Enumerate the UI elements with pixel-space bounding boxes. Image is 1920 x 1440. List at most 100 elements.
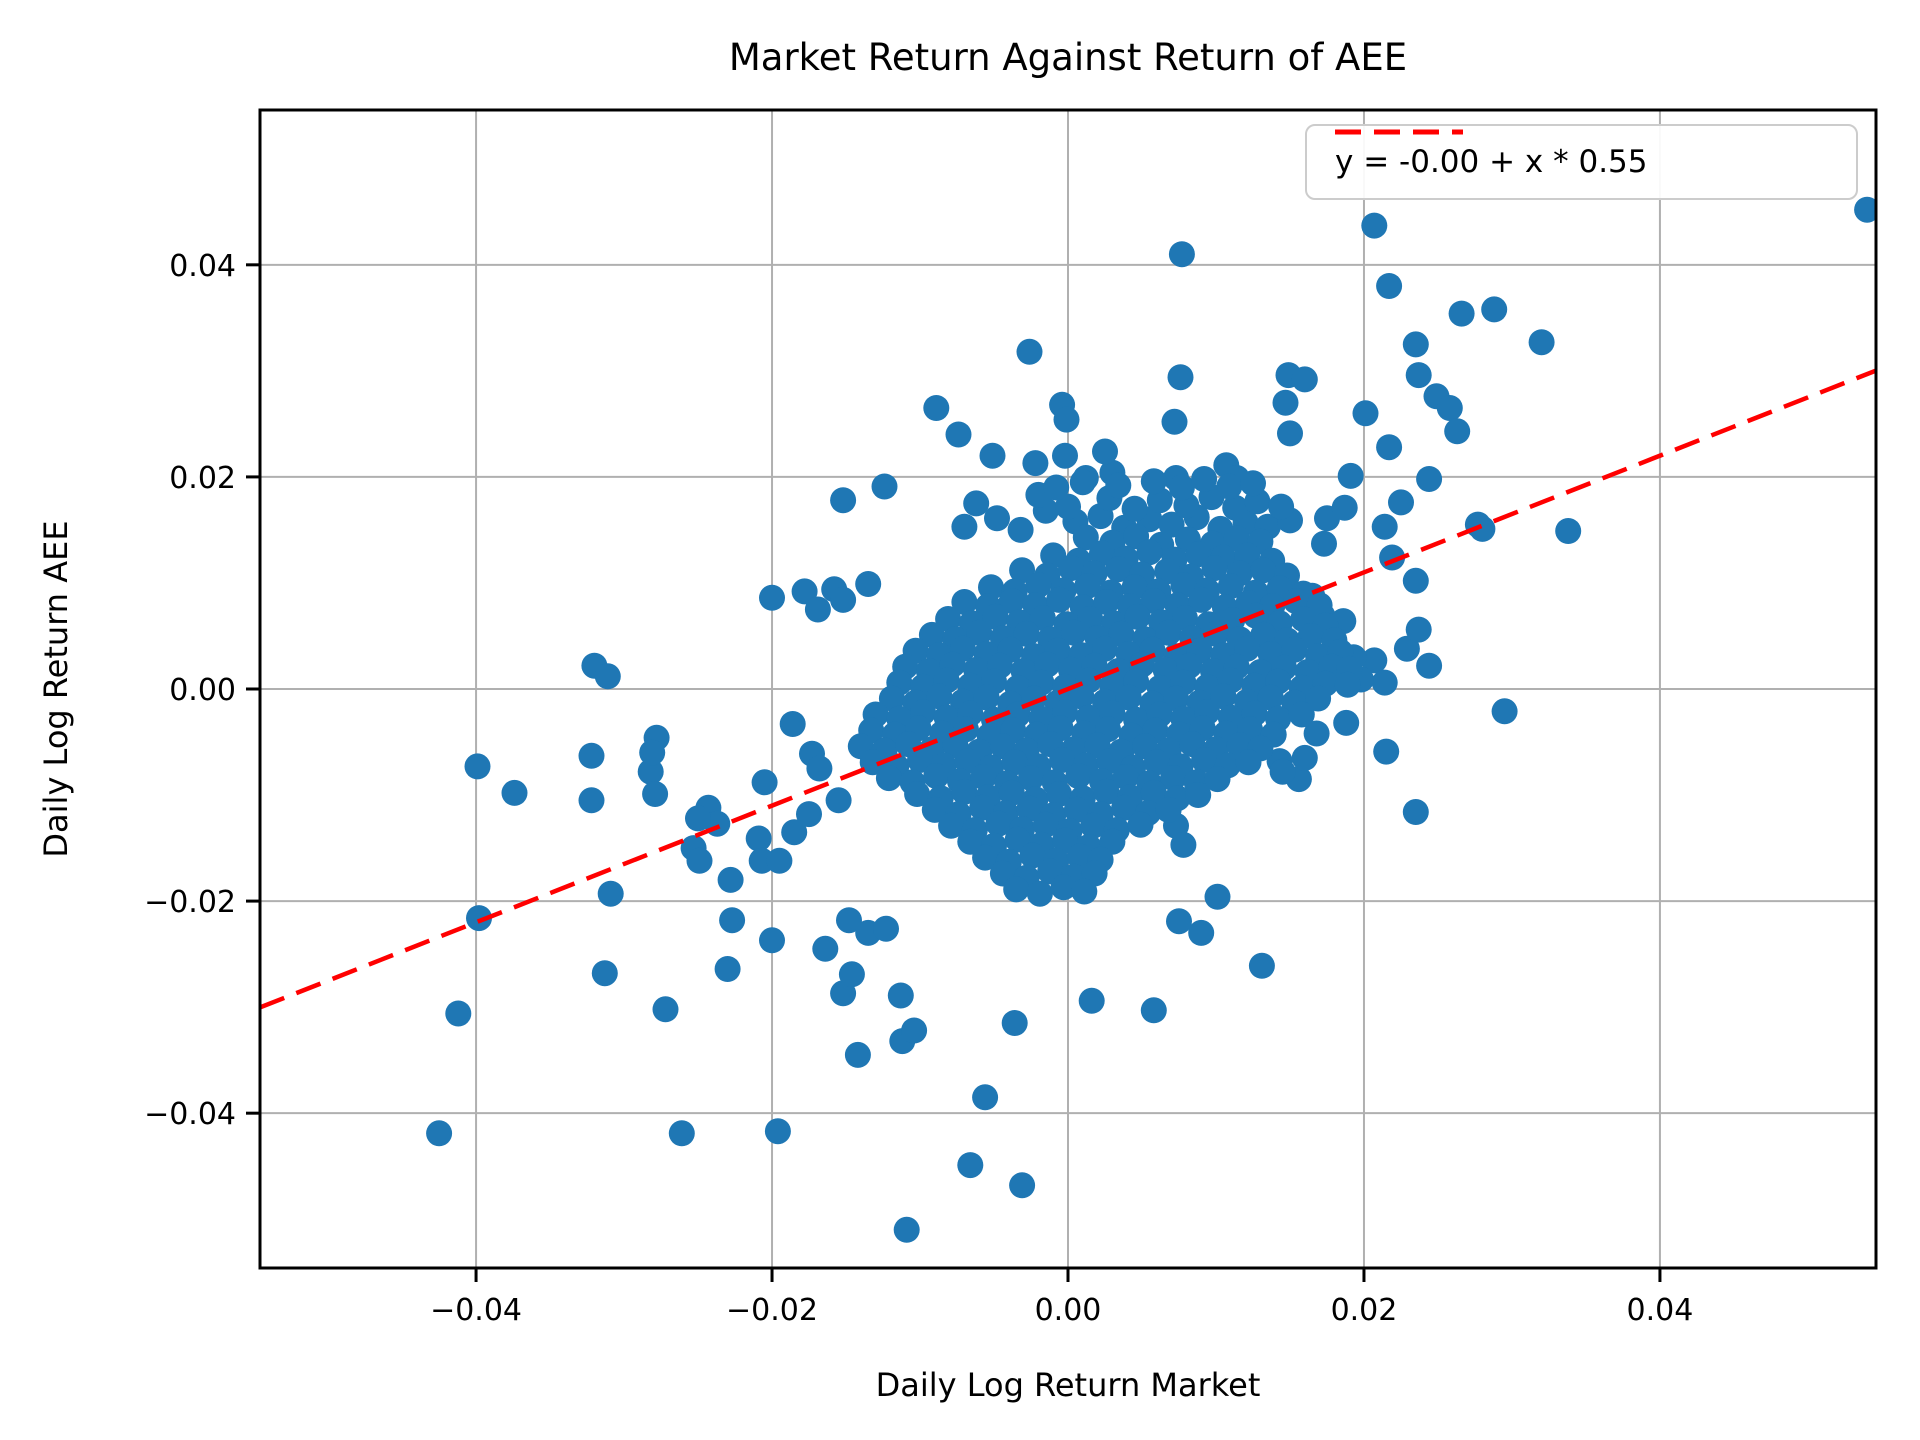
- data-point: [878, 685, 905, 712]
- data-point: [1216, 473, 1243, 500]
- data-point: [1050, 874, 1077, 901]
- x-tick-label: 0.04: [1627, 1293, 1694, 1328]
- data-point: [812, 935, 839, 962]
- data-point: [652, 996, 679, 1023]
- data-point: [836, 907, 862, 934]
- x-tick-label: −0.04: [430, 1293, 522, 1328]
- data-point: [1046, 586, 1073, 613]
- data-point: [1854, 196, 1876, 223]
- data-point: [951, 589, 978, 615]
- data-point: [764, 1118, 791, 1145]
- data-point: [1288, 701, 1315, 728]
- data-point: [714, 956, 741, 982]
- data-point: [1121, 495, 1148, 522]
- data-point: [1268, 493, 1295, 520]
- data-point: [1235, 749, 1262, 776]
- data-point: [963, 490, 990, 517]
- data-point: [1016, 338, 1043, 365]
- legend-label: y = -0.00 + x * 0.55: [1335, 144, 1648, 180]
- data-point: [578, 742, 605, 769]
- data-point: [642, 781, 669, 807]
- data-point: [1217, 573, 1244, 600]
- x-tick-label: 0.00: [1035, 1293, 1102, 1328]
- data-point: [1046, 781, 1073, 807]
- data-point: [887, 982, 914, 1009]
- data-point: [904, 781, 931, 807]
- data-point: [1092, 438, 1118, 465]
- data-point: [1448, 300, 1475, 327]
- data-point: [781, 819, 808, 846]
- data-point: [1469, 515, 1496, 542]
- data-point: [1029, 605, 1056, 631]
- data-point: [1016, 795, 1043, 822]
- data-point: [844, 1041, 871, 1068]
- data-point: [1201, 555, 1228, 582]
- data-point: [1140, 779, 1167, 806]
- data-point: [1063, 796, 1090, 823]
- y-tick-label: 0.04: [169, 249, 236, 284]
- data-point: [426, 1120, 453, 1147]
- data-point: [1402, 567, 1429, 594]
- data-point: [1416, 466, 1443, 492]
- data-point: [717, 866, 744, 893]
- data-point: [1052, 442, 1078, 469]
- data-point: [979, 442, 1006, 469]
- data-point: [1140, 997, 1167, 1024]
- data-point: [1001, 1010, 1028, 1036]
- data-point: [759, 927, 785, 954]
- data-point: [1204, 766, 1231, 793]
- data-point: [1191, 466, 1218, 492]
- data-point: [1093, 778, 1120, 805]
- data-point: [1069, 469, 1096, 496]
- data-point: [1376, 273, 1403, 299]
- data-point: [1026, 880, 1053, 907]
- data-point: [1160, 765, 1187, 792]
- data-point: [1222, 494, 1249, 521]
- data-point: [893, 1216, 920, 1243]
- data-point: [1065, 763, 1092, 789]
- data-point: [1361, 647, 1388, 674]
- data-point: [1022, 450, 1049, 477]
- data-point: [1388, 489, 1414, 516]
- data-point: [1168, 241, 1195, 268]
- scatter-points: [426, 196, 1876, 1243]
- data-point: [1331, 494, 1358, 521]
- data-point: [1071, 878, 1098, 905]
- data-point: [855, 571, 882, 597]
- data-point: [1007, 516, 1034, 543]
- data-point: [751, 769, 778, 796]
- data-point: [1168, 474, 1195, 501]
- data-point: [1155, 619, 1182, 646]
- data-point: [1043, 474, 1070, 501]
- data-point: [1481, 296, 1508, 323]
- data-point: [1066, 843, 1093, 870]
- data-point: [1333, 709, 1360, 736]
- data-point: [1405, 362, 1432, 389]
- data-point: [1140, 468, 1167, 495]
- x-axis-label: Daily Log Return Market: [875, 1366, 1261, 1404]
- data-point: [668, 1120, 695, 1147]
- data-point: [984, 505, 1010, 532]
- data-point: [998, 779, 1025, 806]
- data-point: [1191, 747, 1218, 773]
- data-point: [1060, 619, 1087, 646]
- data-point: [796, 801, 822, 828]
- data-point: [1528, 329, 1555, 356]
- data-point: [1373, 738, 1400, 765]
- data-point: [1096, 748, 1123, 775]
- data-point: [871, 473, 898, 500]
- data-point: [1416, 652, 1443, 679]
- data-point: [838, 961, 865, 988]
- data-point: [639, 739, 666, 766]
- data-point: [982, 603, 1009, 630]
- data-point: [830, 487, 857, 514]
- data-point: [1068, 683, 1095, 710]
- data-point: [445, 1000, 472, 1027]
- data-point: [1055, 493, 1081, 520]
- data-point: [806, 755, 833, 782]
- data-point: [1303, 720, 1330, 747]
- data-point: [1105, 472, 1132, 499]
- data-point: [951, 513, 978, 540]
